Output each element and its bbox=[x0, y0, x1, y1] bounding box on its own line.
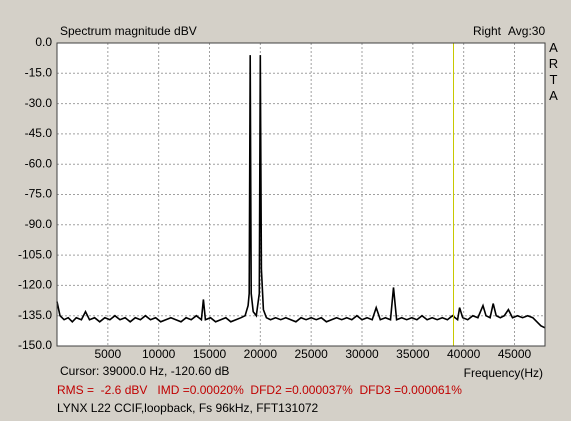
chart-title: Spectrum magnitude dBV bbox=[60, 24, 197, 38]
x-tick-label: 45000 bbox=[498, 347, 532, 361]
x-tick-label: 35000 bbox=[396, 347, 430, 361]
x-axis-label: Frequency(Hz) bbox=[464, 366, 543, 380]
cursor-readout: Cursor: 39000.0 Hz, -120.60 dB bbox=[60, 364, 229, 378]
channel: Right bbox=[473, 24, 502, 38]
averaging: Avg:30 bbox=[508, 24, 545, 38]
y-tick-label: -105.0 bbox=[18, 247, 52, 261]
y-tick-label: -150.0 bbox=[18, 338, 52, 352]
x-tick-label: 25000 bbox=[294, 347, 328, 361]
spectrum-line bbox=[56, 55, 546, 329]
y-tick-label: -135.0 bbox=[18, 308, 52, 322]
description: LYNX L22 CCIF,loopback, Fs 96kHz, FFT131… bbox=[57, 401, 319, 415]
brand: ARTA bbox=[546, 40, 561, 104]
x-tick-label: 30000 bbox=[345, 347, 379, 361]
y-tick-label: 0.0 bbox=[35, 35, 52, 49]
y-tick-label: -90.0 bbox=[25, 217, 53, 231]
y-tick-label: -75.0 bbox=[25, 187, 53, 201]
plot-border bbox=[56, 42, 546, 347]
measurements: RMS = -2.6 dBV IMD =0.00020% DFD2 =0.000… bbox=[57, 383, 462, 397]
y-tick-label: -30.0 bbox=[25, 96, 53, 110]
y-tick-label: -45.0 bbox=[25, 126, 53, 140]
x-tick-label: 15000 bbox=[193, 347, 227, 361]
x-tick-label: 5000 bbox=[94, 347, 121, 361]
y-tick-label: -15.0 bbox=[25, 65, 53, 79]
x-tick-label: 40000 bbox=[447, 347, 481, 361]
x-tick-label: 10000 bbox=[142, 347, 176, 361]
x-tick-label: 20000 bbox=[244, 347, 278, 361]
y-tick-label: -120.0 bbox=[18, 278, 52, 292]
y-tick-label: -60.0 bbox=[25, 156, 53, 170]
